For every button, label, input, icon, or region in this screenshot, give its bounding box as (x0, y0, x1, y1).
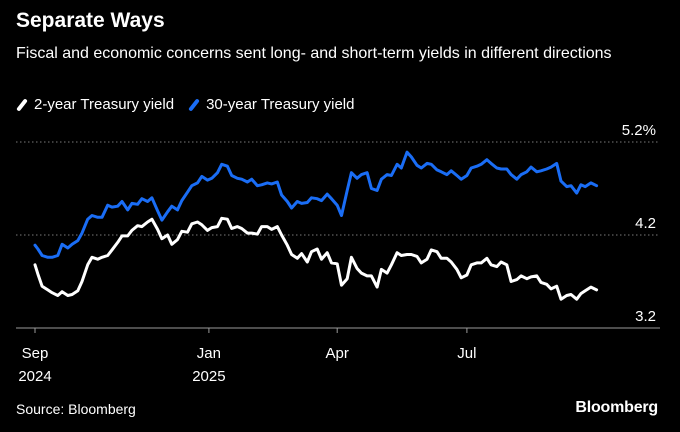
chart-subtitle: Fiscal and economic concerns sent long- … (16, 45, 612, 62)
y-tick-label: 5.2% (622, 122, 656, 139)
x-axis: Sep 2024 Jan 2025 Apr Jul (18, 328, 476, 385)
legend-label-2-year: 2-year Treasury yield (34, 96, 175, 113)
grid-lines (16, 141, 660, 329)
y-axis-ticks: 3.2 4.2 5.2% (622, 122, 656, 325)
x-tick-year-label: 2024 (18, 368, 51, 385)
legend: 2-year Treasury yield 30-year Treasury y… (16, 96, 368, 113)
x-tick-year-label: 2025 (192, 368, 225, 385)
y-tick-label: 3.2 (635, 308, 656, 325)
y-tick-label: 4.2 (635, 215, 656, 232)
x-tick-label: Jan (197, 345, 221, 362)
series-line-2-year (33, 216, 599, 301)
series-line-30-year (33, 150, 599, 259)
legend-item-30-year: 30-year Treasury yield (188, 96, 354, 113)
source-note: Source: Bloomberg (16, 401, 136, 417)
bloomberg-logo: Bloomberg (575, 399, 658, 416)
legend-label-30-year: 30-year Treasury yield (206, 96, 355, 113)
x-tick-label: Jul (457, 345, 476, 362)
legend-item-2-year: 2-year Treasury yield (16, 96, 174, 113)
series-lines (33, 150, 599, 301)
x-tick-label: Apr (326, 345, 349, 362)
chart-title: Separate Ways (16, 9, 165, 32)
x-tick-label: Sep (22, 345, 49, 362)
